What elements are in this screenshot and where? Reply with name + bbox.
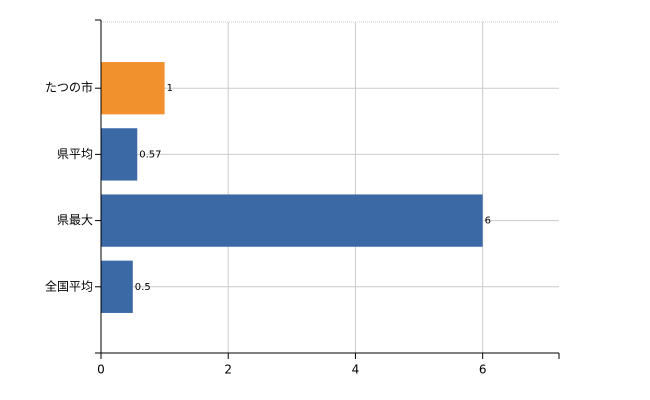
value-label: 0.57 [139, 149, 161, 160]
y-tick-label: 県最大 [57, 213, 93, 227]
value-label: 1 [167, 83, 173, 94]
x-tick-label: 6 [479, 363, 487, 377]
value-label: 0.5 [135, 282, 151, 293]
x-tick-label: 2 [224, 363, 232, 377]
x-tick-label: 0 [97, 363, 105, 377]
bar [101, 128, 138, 181]
x-tick-label: 4 [352, 363, 360, 377]
y-tick-label: 全国平均 [45, 278, 93, 293]
y-tick-label: たつの市 [45, 80, 93, 95]
bar [101, 62, 165, 115]
bar [101, 194, 483, 247]
value-label: 6 [485, 216, 491, 227]
y-tick-label: 県平均 [57, 147, 93, 161]
bar [101, 260, 133, 313]
